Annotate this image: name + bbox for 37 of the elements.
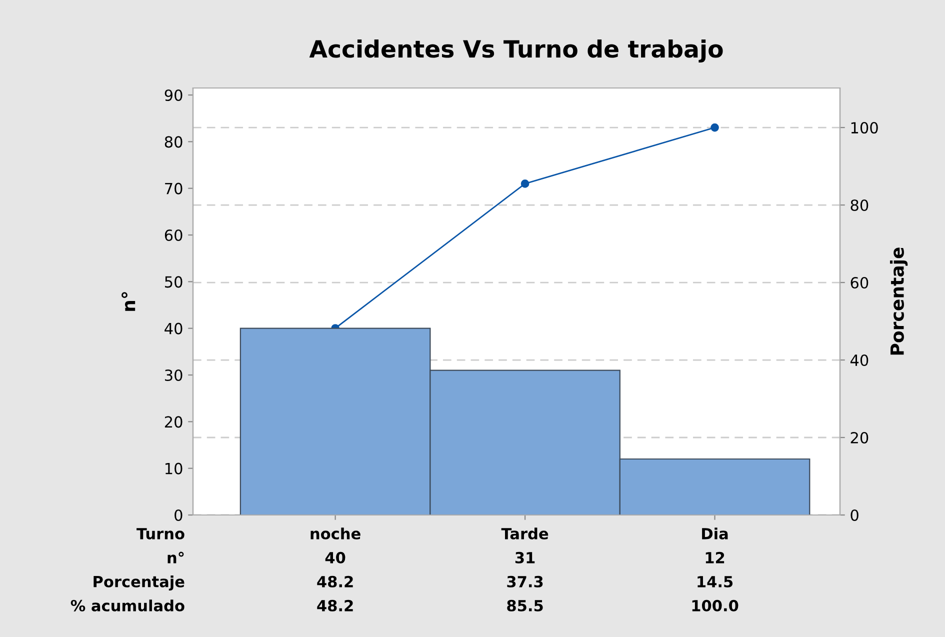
- point: [710, 123, 719, 132]
- x-tick-label: Tarde: [501, 528, 548, 540]
- text: n°: [168, 552, 184, 564]
- y-tick-label: 70: [165, 182, 182, 194]
- x-tick-label: Dia: [702, 528, 728, 540]
- data-label: 100.0: [692, 600, 738, 612]
- data-label: 40: [325, 552, 346, 564]
- y-tick-label: 50: [165, 276, 182, 288]
- x-tick-label: noche: [310, 528, 360, 540]
- y-tick-label: 0: [174, 509, 182, 522]
- y-tick-label: 90: [164, 89, 182, 102]
- y2-tick-label: 80: [850, 199, 868, 212]
- text: % acumulado: [70, 600, 184, 612]
- y2-axis-title: Porcentaje: [890, 248, 908, 355]
- y-tick-label: 40: [164, 322, 182, 334]
- x-axis-title: Turno: [136, 528, 184, 540]
- data-label: 85.5: [507, 600, 543, 612]
- y2-tick-label: 20: [850, 432, 868, 444]
- point: [520, 180, 530, 188]
- text: 14.5: [698, 576, 733, 588]
- y2-tick-label: 60: [850, 276, 868, 289]
- chart-title: Accidentes Vs Turno de trabajo: [309, 40, 723, 63]
- y-tick-label: 10: [166, 462, 182, 474]
- text: 48.2: [317, 576, 353, 588]
- data-label: 48.2: [317, 600, 353, 612]
- data-label: 12: [706, 552, 724, 564]
- text: Porcentaje: [94, 576, 184, 590]
- y-tick-label: 60: [164, 229, 182, 242]
- y2-tick-label: 100: [851, 122, 878, 134]
- y-tick-label: 30: [165, 369, 182, 382]
- y-tick-label: 80: [164, 136, 182, 148]
- y-axis-title: n°: [122, 292, 136, 311]
- text: 37.3: [507, 576, 543, 588]
- y-tick-label: 20: [164, 416, 182, 428]
- y2-tick-label: 0: [850, 509, 858, 522]
- y2-tick-label: 40: [850, 354, 868, 366]
- data-label: 31: [515, 552, 535, 564]
